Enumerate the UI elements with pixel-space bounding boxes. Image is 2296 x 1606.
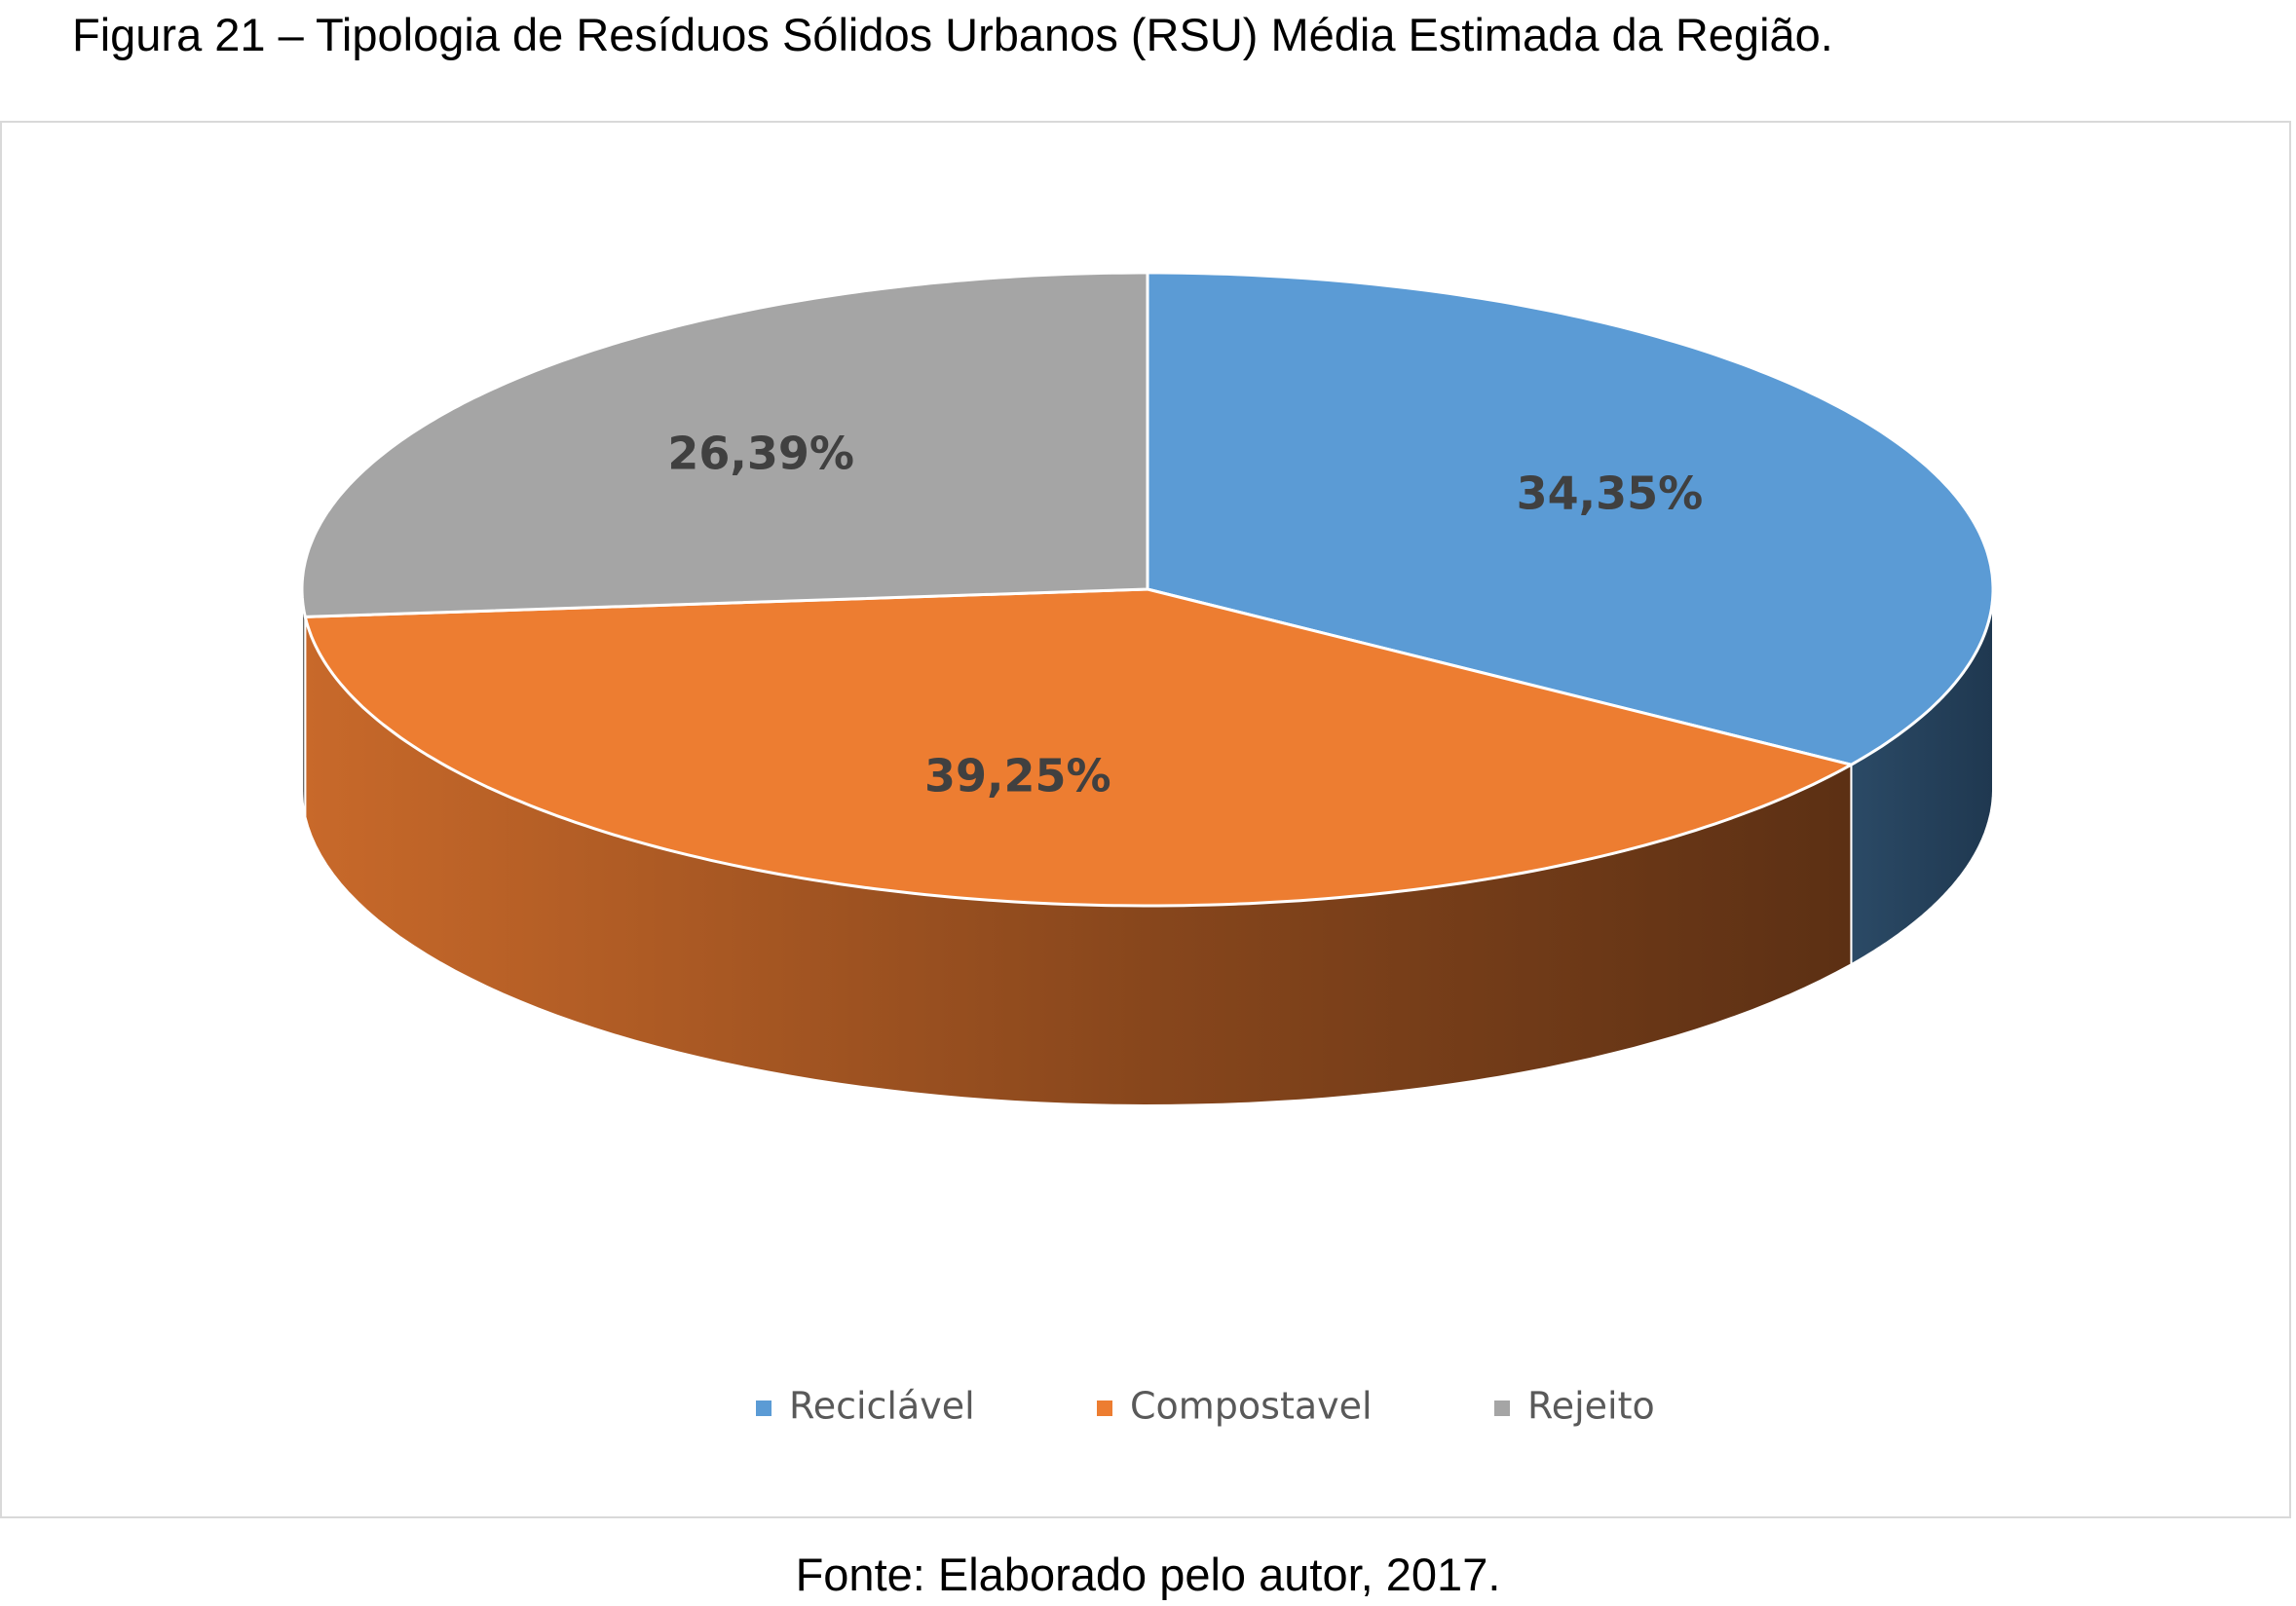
data-label-rejeito: 26,39%: [667, 427, 854, 479]
pie-slice-compostavel: [303, 587, 1853, 908]
data-label-reciclavel: 34,35%: [1517, 467, 1704, 519]
data-label-compostavel: 39,25%: [924, 750, 1111, 803]
figure-title: Figura 21 – Tipologia de Resíduos Sólido…: [72, 9, 1833, 60]
pie-slice-rejeito: [300, 271, 1149, 618]
legend-item-compostavel: Compostavel: [1097, 1385, 1373, 1428]
legend-item-reciclavel: Reciclável: [756, 1385, 975, 1428]
legend-label-compostavel: Compostavel: [1130, 1385, 1373, 1428]
legend-label-reciclavel: Reciclável: [789, 1385, 975, 1428]
pie-chart: 34,35% 39,25% 26,39% Reciclável Compostavel…: [300, 271, 1995, 1428]
legend-swatch-compostavel: [1097, 1401, 1112, 1416]
legend-item-rejeito: Rejeito: [1494, 1385, 1655, 1428]
legend-swatch-rejeito: [1494, 1401, 1510, 1416]
legend-label-rejeito: Rejeito: [1527, 1385, 1655, 1428]
source-note: Fonte: Elaborado pelo autor, 2017.: [795, 1549, 1501, 1600]
legend-swatch-reciclavel: [756, 1401, 772, 1416]
pie-wall-rejeito: [301, 589, 307, 817]
